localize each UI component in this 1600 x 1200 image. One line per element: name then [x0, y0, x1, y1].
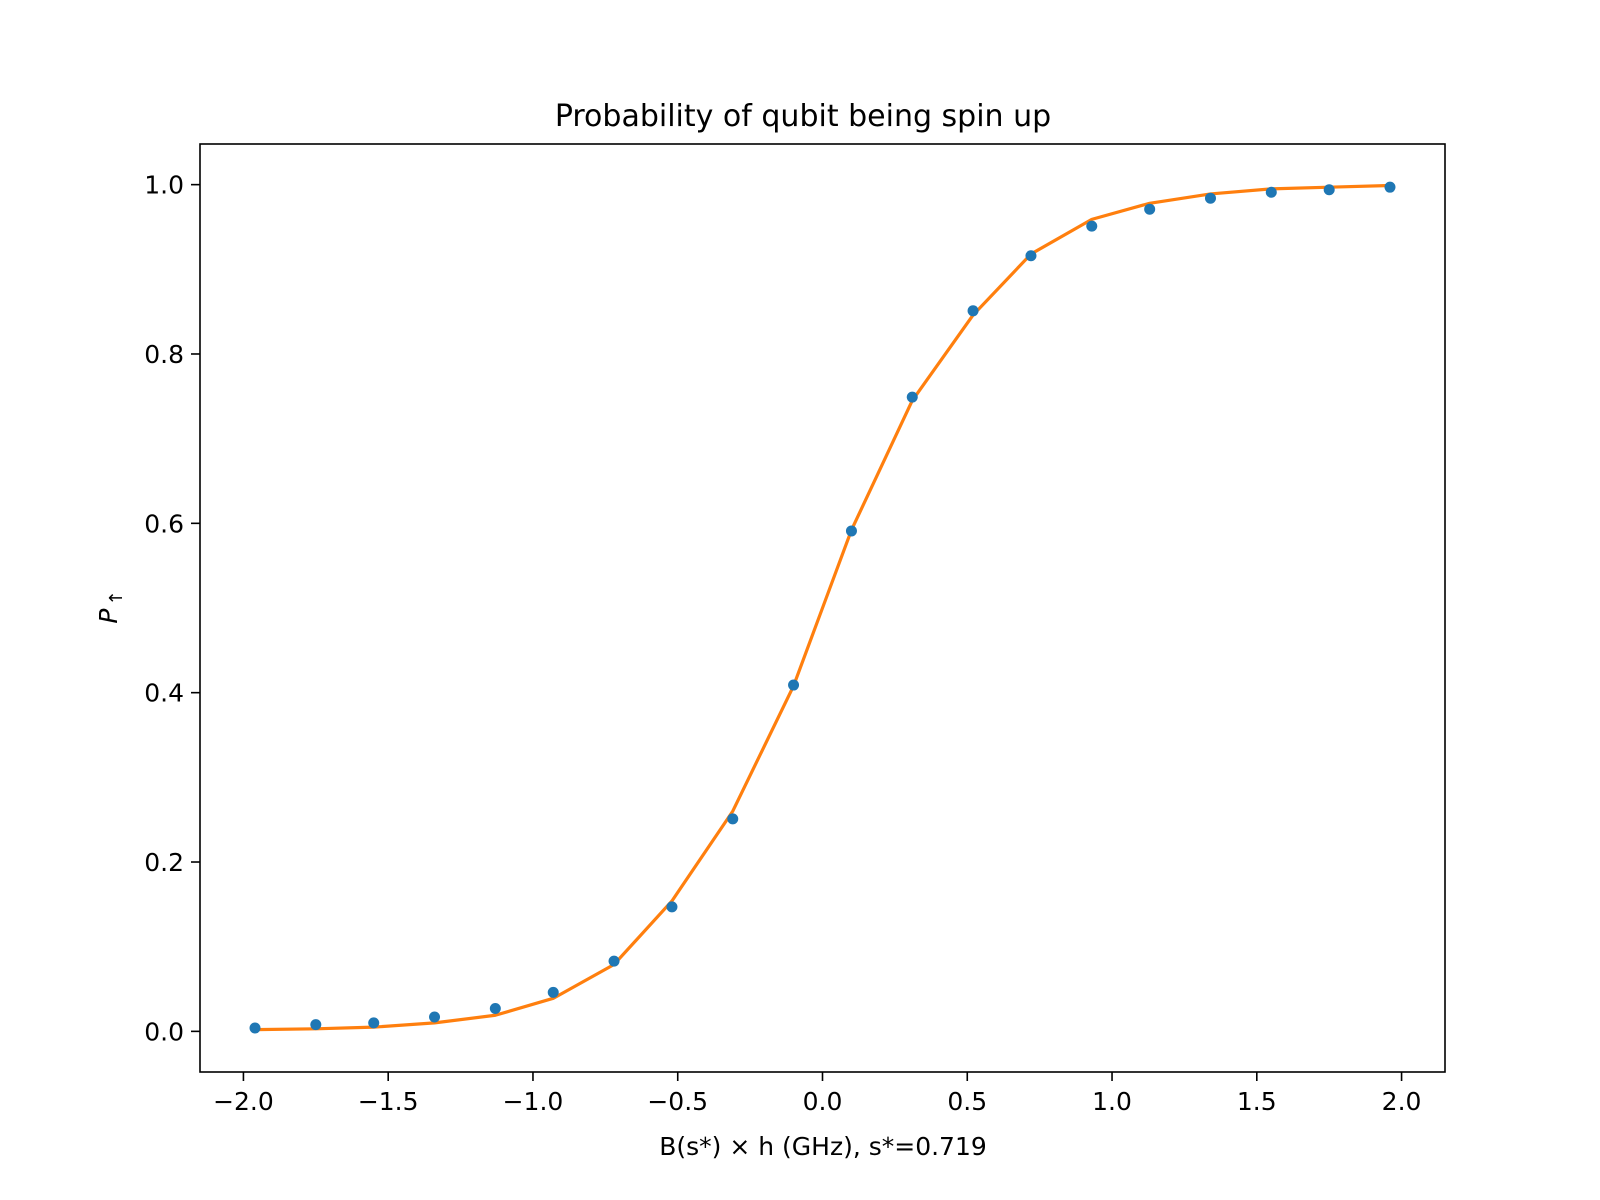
- data-point: [1144, 203, 1156, 215]
- x-tick-label: −1.5: [358, 1087, 419, 1116]
- chart-title: Probability of qubit being spin up: [555, 99, 1051, 134]
- data-point: [489, 1002, 501, 1014]
- x-tick-label: −1.0: [503, 1087, 564, 1116]
- data-point: [788, 679, 800, 691]
- x-tick-label: −2.0: [213, 1087, 274, 1116]
- svg-text:P↑: P↑: [94, 590, 127, 623]
- data-point: [1384, 181, 1396, 193]
- x-ticks: −2.0 −1.5 −1.0 −0.5 0.0 0.5 1.0 1.5 2.0: [213, 1072, 1421, 1116]
- data-point: [1323, 184, 1335, 196]
- data-point: [666, 901, 678, 913]
- y-tick-label: 1.0: [144, 171, 184, 200]
- data-point: [1204, 192, 1216, 204]
- y-ticks: 0.0 0.2 0.4 0.6 0.8 1.0: [144, 171, 200, 1046]
- x-axis-label: B(s*) × h (GHz), s*=0.719: [659, 1132, 987, 1161]
- y-tick-label: 0.6: [144, 509, 184, 538]
- x-tick-label: 2.0: [1382, 1087, 1422, 1116]
- y-tick-label: 0.2: [144, 848, 184, 877]
- data-point: [1265, 186, 1277, 198]
- x-tick-label: 1.0: [1092, 1087, 1132, 1116]
- y-tick-label: 0.0: [144, 1017, 184, 1046]
- plot-frame: [199, 143, 1446, 1073]
- data-point: [368, 1017, 380, 1029]
- data-point: [1025, 250, 1037, 262]
- y-axis-label-sub: ↑: [106, 590, 127, 605]
- y-axis-label-main: P: [94, 608, 123, 624]
- data-point: [967, 305, 979, 317]
- fit-curve: [254, 183, 1391, 1032]
- data-point: [845, 525, 857, 537]
- y-tick-label: 0.4: [144, 679, 184, 708]
- data-point: [608, 955, 620, 967]
- x-tick-label: −0.5: [647, 1087, 708, 1116]
- data-point: [249, 1022, 261, 1034]
- data-point: [429, 1011, 441, 1023]
- y-axis-label: P↑: [94, 590, 127, 623]
- plot-content: [249, 181, 1396, 1034]
- data-point: [1086, 220, 1098, 232]
- data-point: [547, 986, 559, 998]
- data-point: [727, 813, 739, 825]
- x-tick-label: 1.5: [1237, 1087, 1277, 1116]
- x-tick-label: 0.5: [947, 1087, 987, 1116]
- data-point: [906, 391, 918, 403]
- y-tick-label: 0.8: [144, 340, 184, 369]
- x-tick-label: 0.0: [803, 1087, 843, 1116]
- data-point: [310, 1019, 322, 1031]
